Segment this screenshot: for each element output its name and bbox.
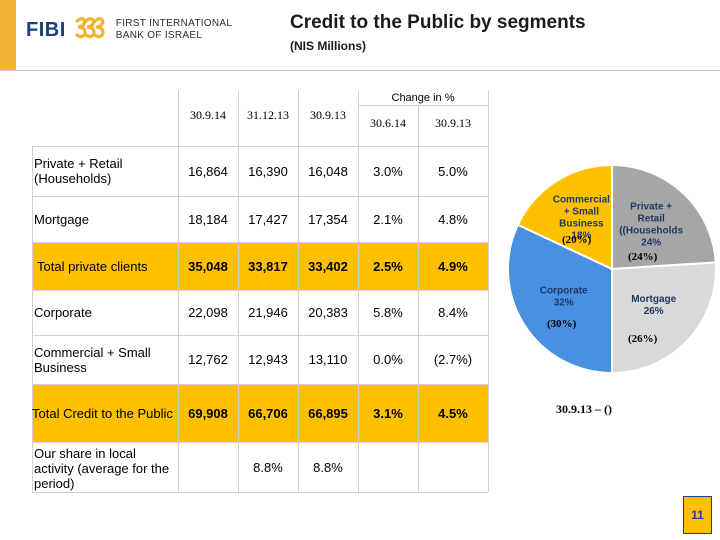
- grid-line: [488, 90, 489, 492]
- logo-word: FIBI: [26, 18, 66, 41]
- table-cell: 20,383: [308, 305, 348, 320]
- table-cell: 21,946: [248, 305, 288, 320]
- column-header: 30.6.14: [370, 115, 406, 130]
- pie-prior-commercial: (20%): [562, 234, 592, 246]
- table-cell: 8.8%: [313, 459, 343, 475]
- grid-line: [32, 146, 33, 492]
- column-header: 30.9.13: [310, 107, 346, 122]
- credit-pie-chart: Private + Retail ((Households 24% Mortgage 26…: [507, 163, 717, 375]
- column-header: 31.12.13: [247, 107, 289, 122]
- pie-label: Commercial + Small Business 18%: [553, 195, 610, 242]
- grid-line: [32, 384, 488, 385]
- accent-bar: [0, 0, 16, 70]
- table-cell: 8.8%: [253, 459, 283, 475]
- grid-line: [32, 242, 488, 243]
- grid-line: [32, 492, 488, 493]
- table-cell: 17,354: [308, 211, 348, 227]
- table-cell: 4.9%: [438, 258, 468, 274]
- grid-line: [32, 196, 488, 197]
- table-cell: 12,762: [188, 352, 228, 367]
- table-cell: 12,943: [248, 352, 288, 367]
- chart-footnote: 30.9.13 – (): [556, 402, 612, 416]
- grid-line: [32, 335, 488, 336]
- row-label-mortgage: Mortgage: [34, 211, 89, 227]
- table-cell: 16,864: [188, 163, 228, 179]
- table-cell: 16,390: [248, 163, 288, 179]
- grid-line: [358, 90, 359, 492]
- table-cell: 22,098: [188, 305, 228, 320]
- logo-text-line1: FIRST INTERNATIONAL: [115, 18, 233, 29]
- table-cell: 17,427: [248, 211, 288, 227]
- grid-line: [32, 290, 488, 291]
- table-cell: 35,048: [188, 258, 228, 274]
- row-label-commercial: Commercial + Small Business: [34, 344, 151, 375]
- table-cell: 3.0%: [373, 163, 403, 179]
- table-cell: 0.0%: [373, 352, 403, 367]
- logo-mark-icon: [75, 17, 105, 39]
- row-label-total-private: Total private clients: [37, 258, 148, 274]
- column-header: 30.9.13: [435, 115, 471, 130]
- table-cell: 13,110: [308, 352, 348, 367]
- row-label-households: Private + Retail (Households): [34, 156, 123, 186]
- highlight-total-credit: [32, 384, 488, 442]
- table-cell: 4.5%: [438, 405, 468, 421]
- logo-text-line2: BANK OF ISRAEL: [115, 30, 203, 41]
- table-cell: 33,817: [248, 258, 288, 274]
- column-header: 30.9.14: [190, 107, 226, 122]
- pie-slice-corporate: [507, 223, 613, 375]
- grid-line: [32, 146, 488, 147]
- grid-line: [178, 90, 179, 492]
- row-label-corporate: Corporate: [34, 305, 92, 320]
- grid-line: [238, 90, 239, 492]
- table-cell: 16,048: [308, 163, 348, 179]
- table-cell: 3.1%: [373, 405, 403, 421]
- page-title: Credit to the Public by segments: [290, 12, 586, 33]
- table-cell: (2.7%): [433, 352, 473, 367]
- table-cell: 18,184: [188, 211, 228, 227]
- pie-label: Corporate 32%: [540, 286, 588, 309]
- table-cell: 5.8%: [373, 305, 403, 320]
- bank-logo: FIBI FIRST INTERNATIONAL BANK OF ISRAEL: [26, 14, 232, 46]
- page-subtitle: (NIS Millions): [290, 39, 366, 53]
- table-cell: 2.1%: [373, 211, 403, 227]
- pie-label: Private + Retail ((Households 24%: [619, 201, 683, 248]
- page-number: 11: [683, 496, 712, 534]
- pie-prior-households: (24%): [628, 251, 658, 263]
- table-cell: 4.8%: [438, 211, 468, 227]
- pie-prior-corporate: (30%): [547, 318, 577, 330]
- highlight-total-private: [32, 242, 488, 290]
- table-cell: 66,706: [248, 405, 288, 421]
- table-cell: 5.0%: [438, 163, 468, 179]
- grid-line: [298, 90, 299, 492]
- row-label-total-credit: Total Credit to the Public: [32, 405, 173, 421]
- table-cell: 66,895: [308, 405, 348, 421]
- table-cell: 33,402: [308, 258, 348, 274]
- pie-slice-commercial-small-business: [516, 163, 613, 271]
- pie-slice-mortgage: [611, 261, 717, 375]
- grid-line: [32, 442, 488, 443]
- pie-label: Mortgage 26%: [631, 294, 676, 317]
- table-cell: 2.5%: [373, 258, 403, 274]
- table-cell: 69,908: [188, 405, 228, 421]
- grid-line: [418, 105, 419, 492]
- header-divider: [0, 70, 720, 71]
- logo-text: FIRST INTERNATIONAL BANK OF ISRAEL: [116, 18, 232, 42]
- table-cell: 8.4%: [438, 305, 468, 320]
- change-header: Change in %: [391, 91, 455, 104]
- grid-line: [358, 105, 488, 106]
- pie-slice-private-retail-households: [611, 163, 717, 271]
- row-label-market-share: Our share in local activity (average for…: [34, 445, 170, 491]
- pie-prior-mortgage: (26%): [628, 333, 658, 345]
